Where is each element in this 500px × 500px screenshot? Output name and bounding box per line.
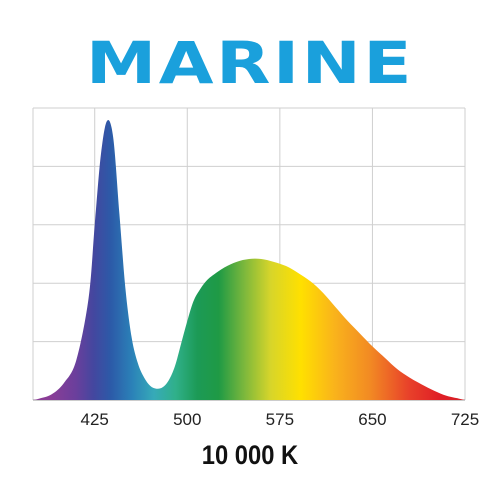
color-temperature-label: 10 000 K — [201, 440, 299, 470]
x-tick-labels: 425 500 575 650 725 — [81, 410, 480, 429]
x-tick-label: 725 — [451, 410, 479, 429]
spectrum-area — [33, 120, 465, 400]
chart-title: MARINE — [85, 29, 415, 97]
x-tick-label: 650 — [358, 410, 386, 429]
x-tick-label: 575 — [266, 410, 294, 429]
x-tick-label: 425 — [81, 410, 109, 429]
x-tick-label: 500 — [173, 410, 201, 429]
